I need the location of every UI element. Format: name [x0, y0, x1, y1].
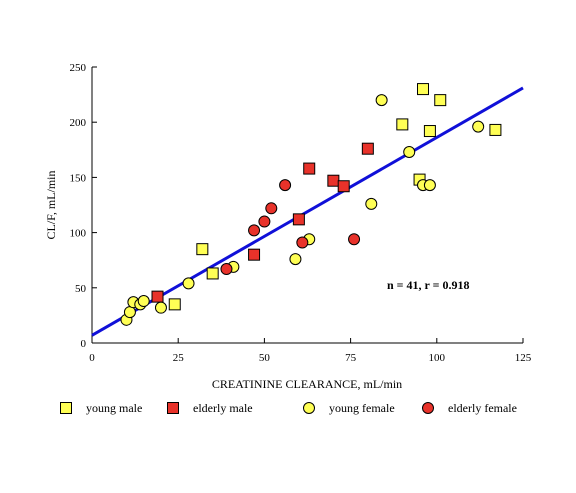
young-male-point [423, 125, 436, 138]
x-axis-title: CREATININE CLEARANCE, mL/min [212, 377, 402, 391]
y-tick-label: 50 [75, 283, 87, 295]
young-female-point [289, 253, 302, 266]
young-female-point [182, 277, 195, 290]
elderly-female-point [279, 179, 292, 192]
x-tick-label: 25 [173, 352, 185, 364]
young-male-point [434, 94, 447, 107]
elderly-male-point [303, 162, 316, 175]
elderly-female-point [248, 224, 261, 237]
tick-marks: 0 25 50 75 100 125 0 50 100 150 200 250 [70, 62, 532, 364]
young-female-point [423, 179, 436, 192]
elderly-female-point [258, 215, 271, 228]
x-tick-label: 100 [429, 352, 446, 364]
legend: young male elderly male young female elderl… [60, 401, 517, 415]
axes [91, 67, 523, 344]
young-female-point [137, 295, 150, 308]
young-female-point [365, 197, 378, 210]
y-axis-title: CL/F, mL/min [44, 170, 58, 239]
elderly-female-point [348, 233, 361, 246]
elderly-male-point [327, 174, 340, 187]
young-male-point [168, 298, 181, 311]
stats-annotation: n = 41, r = 0.918 [387, 278, 469, 292]
y-tick-label: 250 [70, 62, 87, 74]
elderly-male-point [337, 180, 350, 193]
x-tick-label: 125 [515, 352, 532, 364]
legend-label-young-male: young male [86, 401, 142, 415]
y-tick-label: 150 [70, 172, 87, 184]
elderly-male-point [248, 248, 261, 261]
legend-marker-young-male [60, 402, 72, 414]
legend-marker-young-female [303, 402, 315, 414]
legend-label-young-female: young female [329, 401, 395, 415]
legend-marker-elderly-female [422, 402, 434, 414]
regression-line [91, 86, 524, 337]
young-female-point [123, 306, 136, 319]
data-points [120, 83, 502, 326]
young-male-point [396, 118, 409, 131]
elderly-male-point [151, 290, 164, 303]
legend-marker-elderly-male [167, 402, 179, 414]
elderly-female-point [265, 202, 278, 215]
elderly-female-point [220, 263, 233, 276]
elderly-male-point [292, 213, 305, 226]
young-male-point [196, 243, 209, 256]
young-male-point [206, 267, 219, 280]
young-female-point [472, 120, 485, 133]
y-tick-label: 200 [70, 117, 87, 129]
young-female-point [375, 94, 388, 107]
y-tick-label: 100 [70, 228, 87, 240]
regression-line-group [91, 86, 524, 337]
elderly-male-point [361, 142, 374, 155]
x-tick-label: 0 [89, 352, 95, 364]
legend-label-elderly-male: elderly male [193, 401, 253, 415]
elderly-female-point [296, 236, 309, 249]
young-male-point [489, 123, 502, 136]
legend-label-elderly-female: elderly female [448, 401, 517, 415]
young-female-point [403, 146, 416, 159]
young-female-point [154, 301, 167, 314]
x-tick-label: 75 [345, 352, 357, 364]
x-tick-label: 50 [259, 352, 271, 364]
y-tick-label: 0 [81, 338, 87, 350]
young-male-point [417, 83, 430, 96]
